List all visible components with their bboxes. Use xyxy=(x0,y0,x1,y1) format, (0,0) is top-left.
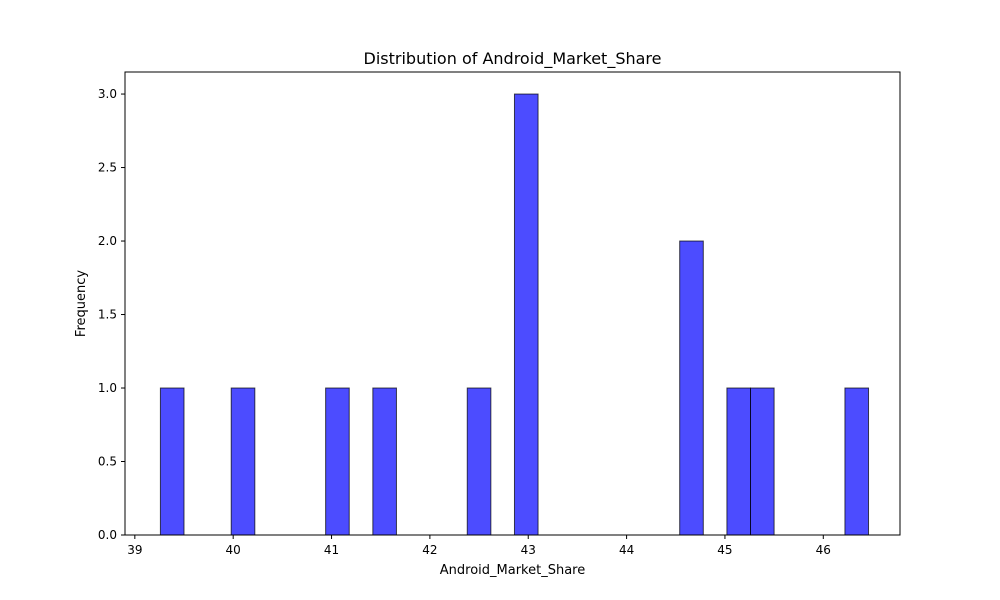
y-tick-label: 2.5 xyxy=(98,161,117,175)
plot-frame xyxy=(124,71,901,536)
x-tick-label: 46 xyxy=(816,543,831,557)
histogram-bar-5 xyxy=(513,93,539,536)
histogram-bar-6 xyxy=(679,240,704,536)
histogram-bar-9 xyxy=(844,387,870,536)
x-tick-label: 45 xyxy=(717,543,732,557)
histogram-bar-1 xyxy=(230,387,256,536)
bars-group xyxy=(159,93,870,536)
histogram-bar-7 xyxy=(726,387,752,536)
x-axis-label: Android_Market_Share xyxy=(440,563,585,578)
x-tick-label: 39 xyxy=(127,543,142,557)
y-tick-label: 0.0 xyxy=(98,528,117,542)
histogram-bar-3 xyxy=(372,387,397,536)
y-tick-label: 1.0 xyxy=(98,381,117,395)
x-axis-ticks: 39 40 41 42 43 44 45 46 xyxy=(127,535,831,557)
y-axis-label: Frequency xyxy=(74,270,89,337)
y-tick-label: 3.0 xyxy=(98,87,117,101)
y-tick-label: 1.5 xyxy=(98,308,117,322)
histogram-bar-8 xyxy=(750,387,775,536)
x-tick-label: 42 xyxy=(422,543,437,557)
x-tick-label: 43 xyxy=(521,543,536,557)
x-tick-label: 44 xyxy=(619,543,634,557)
y-axis-ticks: 0.0 0.5 1.0 1.5 2.0 2.5 3.0 xyxy=(98,87,125,542)
x-tick-label: 40 xyxy=(226,543,241,557)
histogram-bar-0 xyxy=(159,387,185,536)
y-tick-label: 2.0 xyxy=(98,234,117,248)
chart-title: Distribution of Android_Market_Share xyxy=(364,49,662,69)
histogram-bar-4 xyxy=(466,387,492,536)
x-tick-label: 41 xyxy=(324,543,339,557)
y-tick-label: 0.5 xyxy=(98,455,117,469)
histogram-bar-2 xyxy=(325,387,350,536)
